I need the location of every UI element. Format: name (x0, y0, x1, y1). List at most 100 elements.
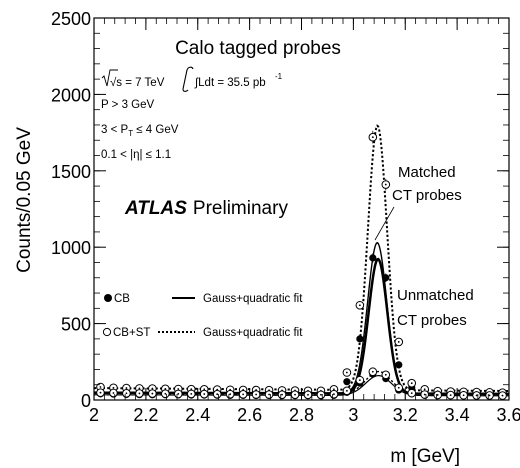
data-point-center (501, 394, 504, 397)
x-tick-label: 2.2 (133, 405, 158, 425)
legend: CB Gauss+quadratic fit CB+ST Gauss+quadr… (102, 293, 303, 339)
legend-cb-label: CB (114, 293, 130, 305)
unmatched-annotation-line1: Unmatched (397, 287, 474, 304)
data-point-center (281, 393, 283, 396)
data-point-center (151, 387, 154, 390)
x-tick-label: 3.6 (496, 405, 520, 425)
x-tick-label: 3.4 (445, 405, 470, 425)
data-point-center (125, 387, 128, 389)
data-point-center (358, 304, 361, 307)
matched-pointer (374, 206, 395, 241)
legend-cbst-fit-label: Gauss+quadratic fit (203, 327, 303, 339)
data-point (343, 378, 351, 386)
y-tick-label: 2500 (51, 9, 91, 29)
data-point-center (164, 387, 167, 390)
data-point-center (397, 341, 400, 343)
data-point (369, 254, 377, 262)
data-point-center (112, 392, 115, 394)
data-point-center (242, 393, 245, 396)
data-point-center (138, 387, 141, 390)
data-point-center (164, 392, 167, 395)
data-point-center (138, 392, 141, 395)
axes: 2 2.2 2.4 2.6 2.8 3 3.2 3.4 3.6 0 500 1000 1500 2000 2… (51, 9, 520, 425)
y-tick-label: 2000 (51, 85, 91, 105)
legend-cbst-marker (102, 327, 112, 337)
y-tick-label: 500 (61, 315, 91, 335)
data-point-center (203, 393, 206, 395)
data-point-center (190, 392, 193, 395)
data-point-center (475, 394, 478, 397)
x-axis-label: m [GeV] (390, 446, 460, 467)
y-tick-label: 0 (81, 391, 91, 411)
data-point-center (410, 382, 413, 385)
svg-text:-1: -1 (275, 72, 283, 81)
data-point-center (320, 393, 322, 396)
data-point (356, 335, 364, 343)
data-point-center (177, 392, 180, 395)
data-point-center (462, 394, 465, 397)
x-tick-label: 3.2 (393, 405, 418, 425)
data-point-center (371, 370, 374, 373)
data-point-center (190, 388, 193, 391)
x-tick-label: 2.6 (237, 405, 262, 425)
atlas-label: ATLAS Preliminary (124, 198, 288, 219)
annotations: Matched CT probes Unmatched CT probes (374, 164, 474, 329)
data-point-center (203, 388, 206, 391)
data-point-center (255, 393, 258, 396)
y-tick-label: 1500 (51, 162, 91, 182)
data-point-center (384, 183, 387, 186)
sqrt-symbol (101, 69, 118, 87)
legend-cb-fit-label: Gauss+quadratic fit (203, 293, 303, 305)
data-point (382, 274, 390, 282)
data-point-center (410, 392, 413, 395)
data-point-center (229, 393, 232, 396)
chart-title: Calo tagged probes (175, 38, 341, 59)
matched-annotation-line1: Matched (398, 164, 456, 181)
data-point-center (397, 386, 400, 389)
data-point-center (423, 388, 426, 391)
data-point-center (177, 388, 180, 390)
integral-symbol (182, 66, 194, 92)
data-markers (96, 130, 507, 400)
cuts-block: √s = 7 TeV ∫Ldt = 35.5 pb -1 P > 3 GeV 3… (101, 66, 283, 161)
data-point-center (333, 388, 335, 391)
data-point-center (488, 394, 491, 397)
data-point-center (151, 392, 154, 395)
data-point-center (371, 136, 374, 139)
data-point-center (384, 373, 387, 376)
data-point-center (345, 371, 348, 374)
data-point-center (99, 391, 102, 394)
y-tick-label: 1000 (51, 238, 91, 258)
data-point-center (423, 393, 426, 396)
data-point (395, 361, 403, 369)
data-point-center (99, 386, 102, 388)
x-tick-label: 2 (89, 405, 99, 425)
data-point-center (449, 394, 452, 397)
data-point-center (436, 394, 439, 396)
data-point-center (125, 392, 128, 395)
data-point-center (358, 379, 361, 382)
data-point-center (268, 393, 270, 396)
p-cut-label: P > 3 GeV (101, 99, 155, 111)
x-tick-label: 2.4 (185, 405, 210, 425)
data-point-center (294, 393, 296, 396)
legend-cb-marker (104, 294, 112, 302)
pt-cut-label: 3 < PT ≤ 4 GeV (101, 124, 179, 138)
svg-text:∫Ldt = 35.5 pb: ∫Ldt = 35.5 pb (194, 77, 266, 89)
svg-text:√s = 7 TeV: √s = 7 TeV (110, 76, 165, 89)
y-axis-label: Counts/0.05 GeV (14, 127, 35, 273)
data-point-center (345, 389, 348, 392)
legend-cbst-label: CB+ST (113, 327, 150, 339)
x-tick-label: 3 (348, 405, 358, 425)
lumi-label: ∫Ldt = 35.5 pb -1 (182, 66, 283, 92)
x-tick-label: 2.8 (289, 405, 314, 425)
data-point-center (307, 393, 309, 396)
data-point-center (333, 393, 335, 396)
data-point-center (112, 386, 115, 389)
energy-label: √s = 7 TeV (101, 69, 165, 89)
unmatched-annotation-line2: CT probes (397, 312, 467, 329)
eta-cut-label: 0.1 < |η| ≤ 1.1 (101, 149, 171, 161)
data-point-center (216, 393, 219, 396)
matched-annotation-line2: CT probes (392, 187, 462, 204)
